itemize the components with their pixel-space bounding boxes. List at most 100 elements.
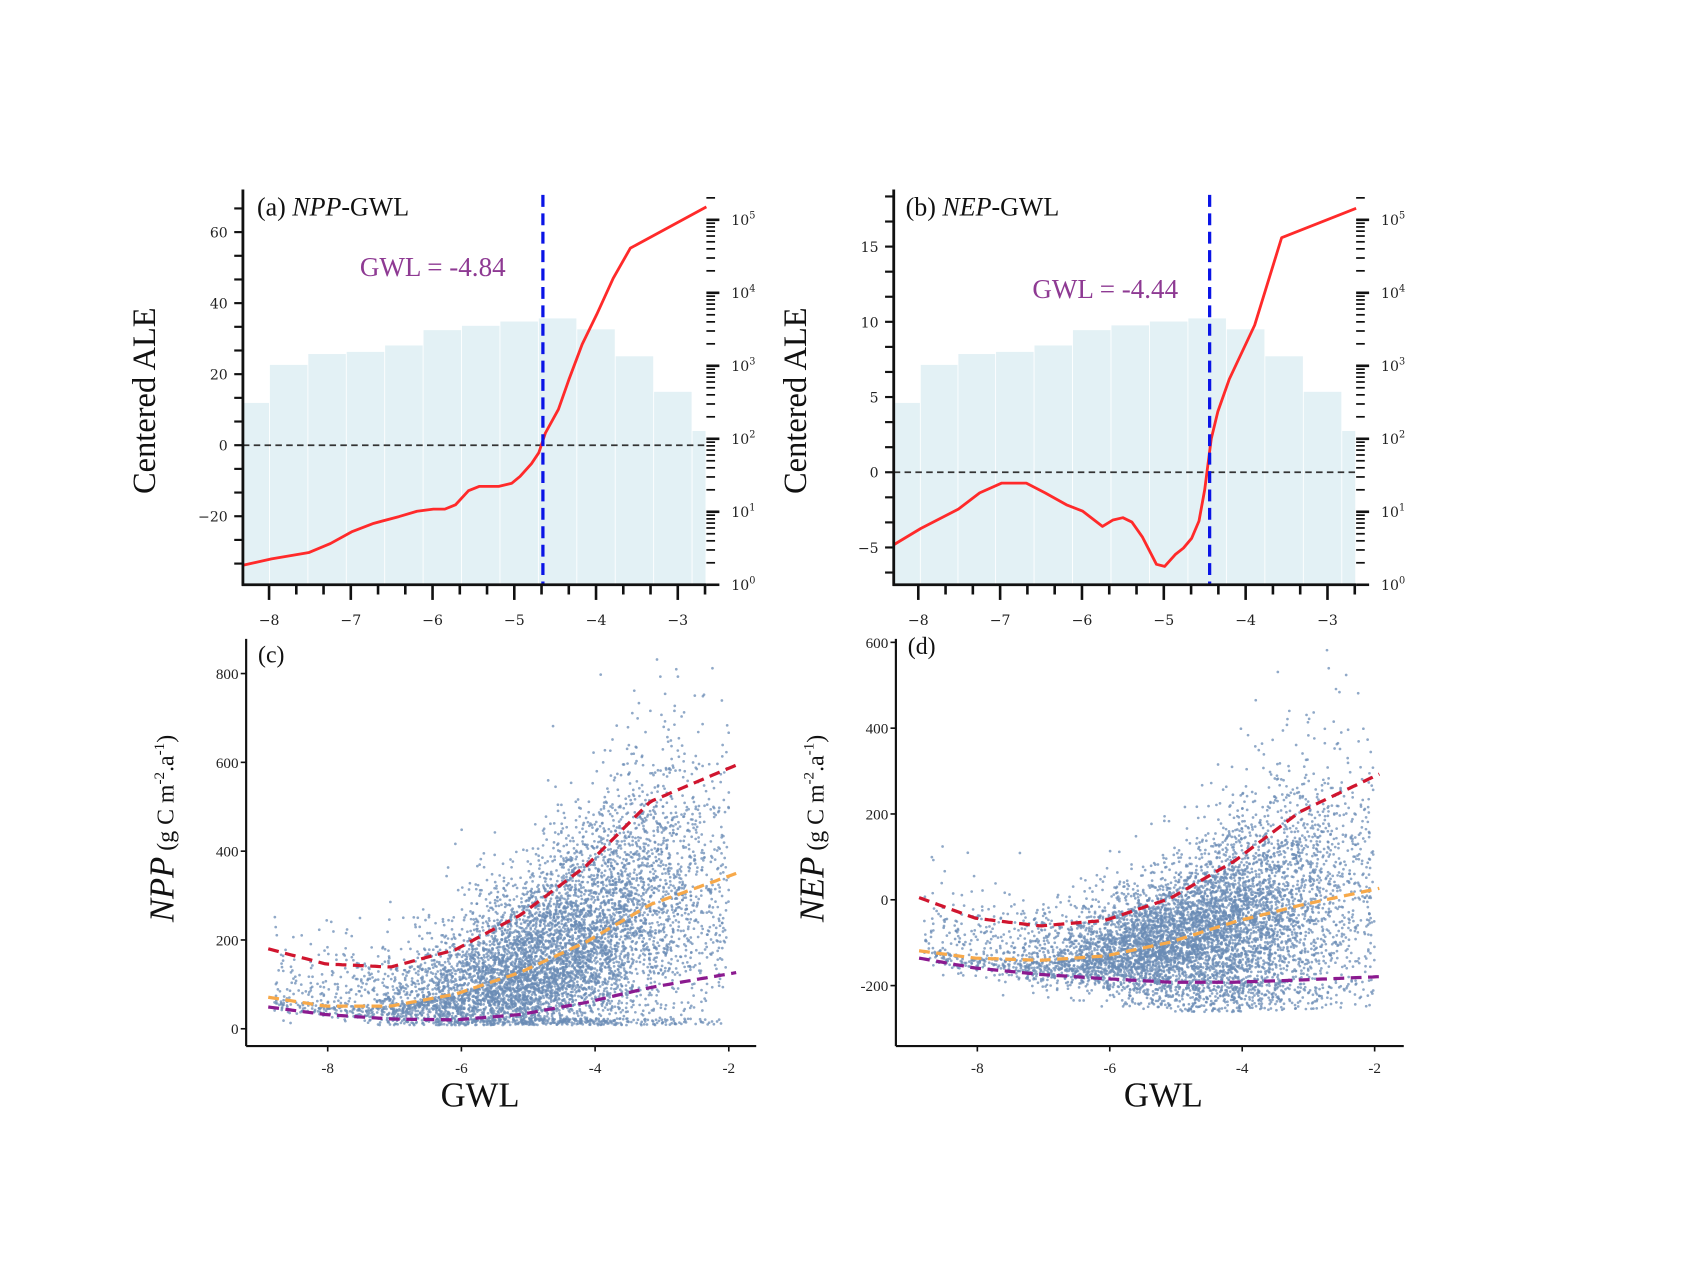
tick-base: 10	[1381, 286, 1399, 302]
scatter-point	[654, 1018, 658, 1022]
scatter-point	[431, 992, 435, 996]
scatter-point	[479, 999, 483, 1002]
scatter-point	[590, 997, 594, 1001]
scatter-point	[696, 920, 700, 924]
scatter-point	[469, 978, 473, 982]
scatter-point	[606, 848, 610, 852]
scatter-point	[677, 736, 681, 740]
histogram-bar	[1072, 330, 1111, 585]
scatter-point	[282, 1019, 285, 1022]
scatter-point	[584, 830, 588, 834]
scatter-point	[659, 847, 663, 851]
scatter-point	[597, 908, 601, 911]
scatter-point	[511, 860, 515, 863]
scatter-point	[337, 999, 340, 1003]
scatter-point	[720, 958, 724, 961]
scatter-point	[692, 909, 696, 913]
scatter-point	[646, 843, 650, 847]
scatter-point	[664, 1003, 668, 1007]
scatter-point	[621, 1008, 625, 1012]
scatter-point	[610, 935, 614, 939]
scatter-point	[701, 927, 705, 931]
scatter-point	[711, 883, 714, 887]
y-tick-label: 5	[870, 390, 879, 406]
scatter-point	[662, 930, 666, 934]
scatter-point	[468, 881, 472, 885]
scatter-point	[724, 901, 728, 905]
scatter-point	[565, 987, 568, 991]
scatter-point	[676, 675, 680, 678]
scatter-point	[636, 902, 639, 906]
scatter-point	[640, 863, 643, 867]
scatter-point	[554, 905, 558, 909]
scatter-point	[505, 883, 509, 887]
scatter-point	[684, 846, 688, 849]
scatter-point	[552, 902, 556, 906]
x-tick-label: −8	[908, 613, 929, 629]
scatter-point	[332, 930, 335, 933]
scatter-point	[321, 981, 325, 984]
scatter-point	[694, 805, 698, 809]
scatter-point	[537, 859, 541, 862]
scatter-point	[527, 923, 531, 927]
title-prefix: (b)	[906, 192, 943, 221]
scatter-point	[634, 827, 638, 830]
scatter-point	[645, 889, 649, 892]
histogram-bar	[692, 430, 706, 585]
scatter-point	[686, 821, 690, 825]
scatter-point	[542, 827, 546, 831]
scatter-point	[365, 1011, 369, 1015]
scatter-point	[565, 856, 568, 860]
scatter-point	[426, 931, 429, 935]
scatter-point	[603, 855, 607, 859]
scatter-point	[645, 851, 649, 855]
scatter-point	[642, 962, 646, 966]
scatter-point	[557, 874, 560, 878]
scatter-point	[656, 920, 659, 924]
scatter-point	[403, 978, 407, 982]
scatter-point	[610, 970, 614, 973]
scatter-point	[504, 889, 507, 892]
scatter-point	[635, 972, 639, 975]
scatter-point	[657, 944, 661, 948]
scatter-point	[559, 962, 562, 966]
scatter-point	[439, 963, 443, 967]
scatter-point	[667, 866, 671, 870]
scatter-point	[633, 811, 637, 814]
scatter-point	[413, 923, 417, 926]
scatter-point	[718, 977, 722, 981]
scatter-point	[649, 965, 653, 969]
scatter-point	[697, 836, 700, 839]
scatter-point	[590, 985, 594, 989]
scatter-point	[545, 873, 549, 876]
scatter-point	[541, 884, 545, 887]
scatter-point	[640, 919, 643, 922]
scatter-point	[689, 951, 693, 954]
scatter-point	[638, 1003, 642, 1007]
scatter-point	[718, 890, 721, 893]
scatter-point	[508, 927, 512, 931]
scatter-point	[683, 911, 687, 915]
scatter-point	[339, 975, 343, 979]
scatter-point	[544, 880, 547, 883]
ale-curve	[242, 205, 708, 567]
scatter-point	[544, 898, 548, 902]
scatter-point	[630, 923, 634, 926]
scatter-point	[572, 901, 575, 905]
scatter-point	[681, 844, 685, 848]
scatter-point	[654, 999, 658, 1003]
scatter-point	[486, 922, 489, 925]
tick-base: 10	[1381, 359, 1399, 375]
scatter-point	[547, 939, 550, 943]
scatter-point	[505, 989, 508, 993]
scatter-point	[687, 869, 691, 873]
scatter-point	[593, 967, 597, 970]
scatter-point	[637, 823, 641, 827]
scatter-point	[533, 938, 537, 942]
scatter-point	[594, 907, 598, 911]
scatter-point	[657, 857, 661, 861]
scatter-point	[597, 892, 601, 896]
scatter-point	[665, 933, 668, 937]
histogram-bar	[269, 364, 308, 585]
scatter-point	[658, 916, 662, 919]
